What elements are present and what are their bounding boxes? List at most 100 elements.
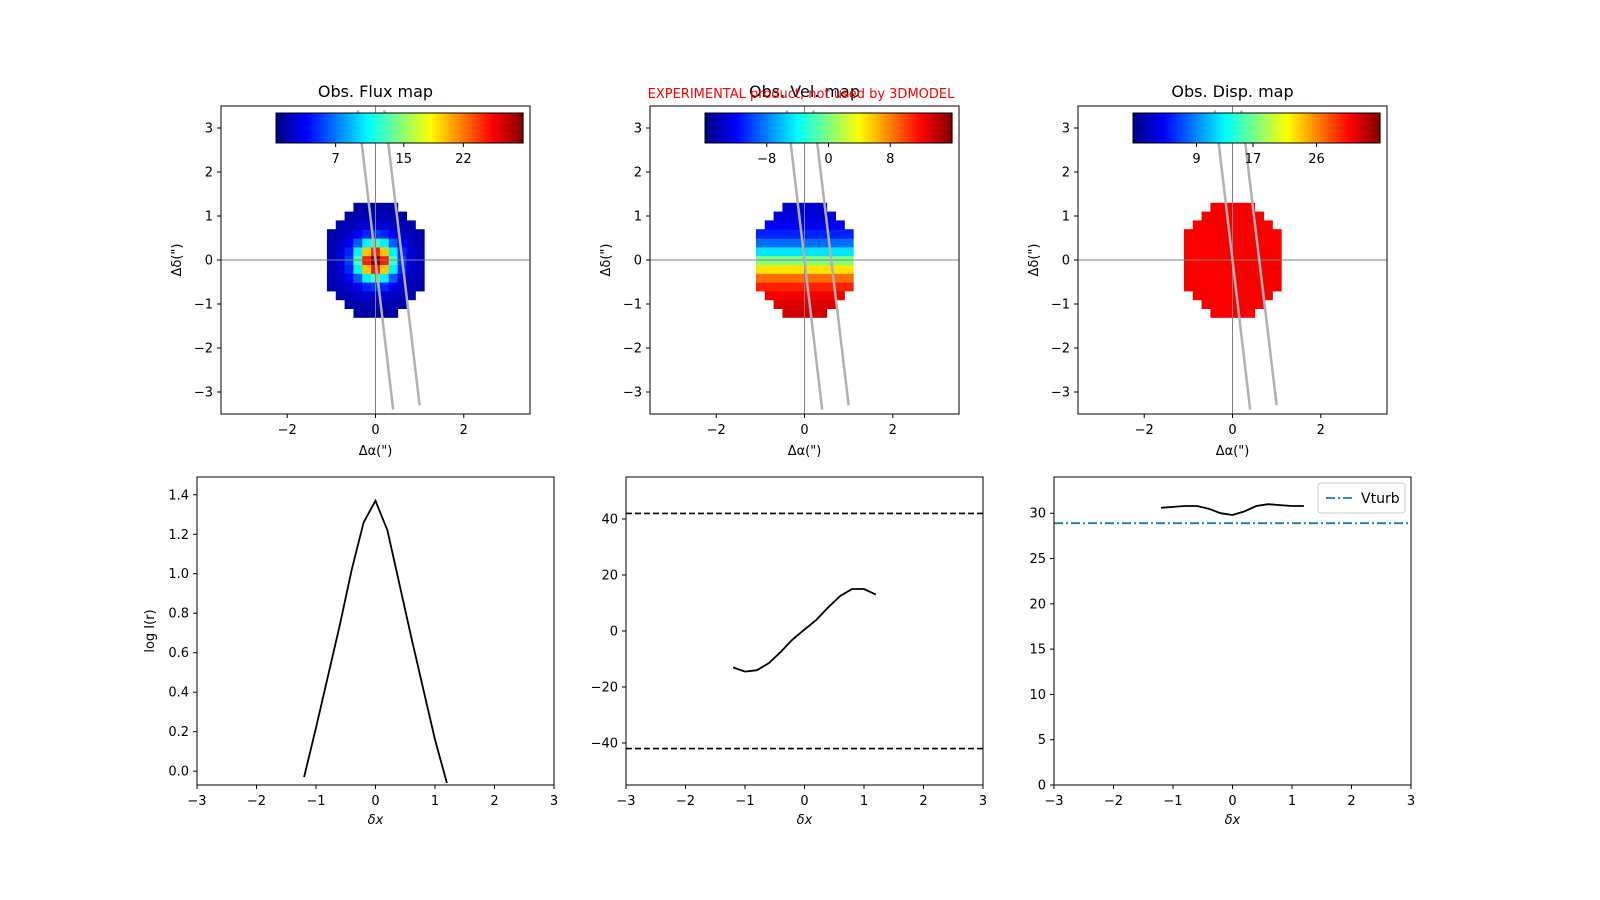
colorbar-segment	[1292, 113, 1296, 143]
map-pixel	[379, 299, 390, 309]
axes-frame	[625, 476, 984, 786]
y-tick-label: −2	[1051, 342, 1070, 357]
colorbar-segment	[1187, 113, 1192, 143]
map-pixel	[1245, 211, 1256, 221]
map-pixel	[362, 308, 372, 318]
map-pixel	[844, 282, 854, 292]
map-pixel	[344, 299, 355, 309]
map-pixel	[397, 220, 407, 230]
map-pixel	[1210, 238, 1220, 248]
colorbar-segment	[325, 113, 329, 143]
x-tick-label: −2	[1135, 423, 1154, 438]
colorbar-segment	[361, 113, 365, 143]
map-pixel	[1183, 264, 1194, 274]
map-pixel	[1219, 308, 1229, 318]
map-pixel	[1201, 299, 1212, 309]
colorbar-segment	[391, 113, 395, 143]
colorbar-segment	[276, 113, 280, 143]
map-pixel	[755, 282, 766, 292]
colorbar-segment	[713, 113, 717, 143]
colorbar-segment	[347, 113, 351, 143]
colorbar-segment	[707, 113, 712, 143]
slit-edge-left	[356, 110, 395, 410]
map-pixel	[808, 290, 819, 301]
map-pixel	[826, 282, 836, 292]
map-pixel	[791, 290, 801, 301]
map-pixel	[1219, 246, 1229, 257]
map-pixel	[764, 273, 775, 283]
x-tick-label: −1	[1163, 794, 1182, 809]
colorbar-segment	[781, 113, 786, 143]
map-pixel	[844, 238, 854, 248]
colorbar-frame	[275, 112, 524, 144]
colorbar-segment	[1371, 113, 1376, 143]
map-pixel	[326, 238, 337, 248]
colorbar-segment	[768, 113, 772, 143]
colorbar-segment	[729, 113, 734, 143]
colorbar-segment	[883, 113, 887, 143]
x-tick-label: 3	[550, 794, 558, 809]
map-pixel	[764, 290, 775, 301]
map-pixel	[817, 273, 828, 283]
colorbar-segment	[330, 113, 335, 143]
map-pixel	[817, 308, 828, 318]
map-pixel	[1236, 264, 1247, 274]
map-pixel	[835, 290, 845, 301]
map-panel-3: 9 17 26 −2 0 2 −3 −2 −1 0 1 2 3 Obs. Disp. map Δα(") Δδ…	[1027, 82, 1388, 459]
colorbar-segment	[946, 113, 950, 143]
colorbar-segment	[812, 113, 816, 143]
map-pixel	[835, 220, 845, 230]
map-pixel	[817, 220, 828, 230]
colorbar-segment	[1223, 113, 1227, 143]
map-pixel	[817, 264, 828, 274]
map-pixel	[388, 202, 399, 213]
colorbar-segment	[754, 113, 758, 143]
colorbar-segment	[792, 113, 797, 143]
map-pixel	[388, 299, 399, 309]
colorbar-segment	[490, 113, 494, 143]
map-pixel	[782, 308, 792, 318]
colorbar-segment	[1336, 113, 1340, 143]
colorbar-segment	[784, 113, 788, 143]
map-pixel	[1236, 282, 1247, 292]
colorbar-segment	[732, 113, 736, 143]
map-pixel	[1245, 264, 1256, 274]
map-pixel	[1254, 290, 1264, 301]
colorbar: −8 0 8	[704, 112, 953, 167]
colorbar-segment	[743, 113, 747, 143]
map-pixel	[1192, 220, 1203, 230]
map-pixel	[335, 273, 346, 283]
map-pixel	[344, 273, 355, 283]
colorbar-segment	[1366, 113, 1370, 143]
colorbar-segment	[751, 113, 755, 143]
colorbar-segment	[281, 113, 285, 143]
map-pixel	[344, 246, 355, 257]
colorbar-segment	[1198, 113, 1203, 143]
x-tick-label: −1	[735, 794, 754, 809]
colorbar-segment	[413, 113, 417, 143]
colorbar-segment	[836, 113, 841, 143]
colorbar-segment	[350, 113, 354, 143]
colorbar-segment	[410, 113, 414, 143]
colorbar-segment	[344, 113, 348, 143]
series-line-profile	[303, 498, 448, 784]
x-tick-label: 0	[371, 423, 379, 438]
colorbar-segment	[864, 113, 868, 143]
map-pixel	[808, 238, 819, 248]
x-tick-label: 0	[371, 794, 379, 809]
map-panel-2: −8 0 8 −2 0 2 −3 −2 −1 0 1 2 3 Obs. Vel. map Δα(") Δδ("…	[599, 82, 960, 459]
map-pixel	[808, 264, 819, 274]
map-pixel	[826, 238, 836, 248]
map-pixel	[817, 299, 828, 309]
map-pixel	[1263, 273, 1273, 283]
x-tick-label: 0	[1228, 423, 1236, 438]
map-pixel	[362, 264, 372, 274]
map-pixel	[326, 264, 337, 274]
colorbar-segment	[289, 113, 294, 143]
y-tick-label: 2	[1062, 166, 1070, 181]
colorbar-segment	[831, 113, 835, 143]
colorbar-segment	[710, 113, 714, 143]
series-line-dispersion	[1161, 503, 1304, 516]
colorbar-tick-label: 26	[1308, 152, 1325, 167]
